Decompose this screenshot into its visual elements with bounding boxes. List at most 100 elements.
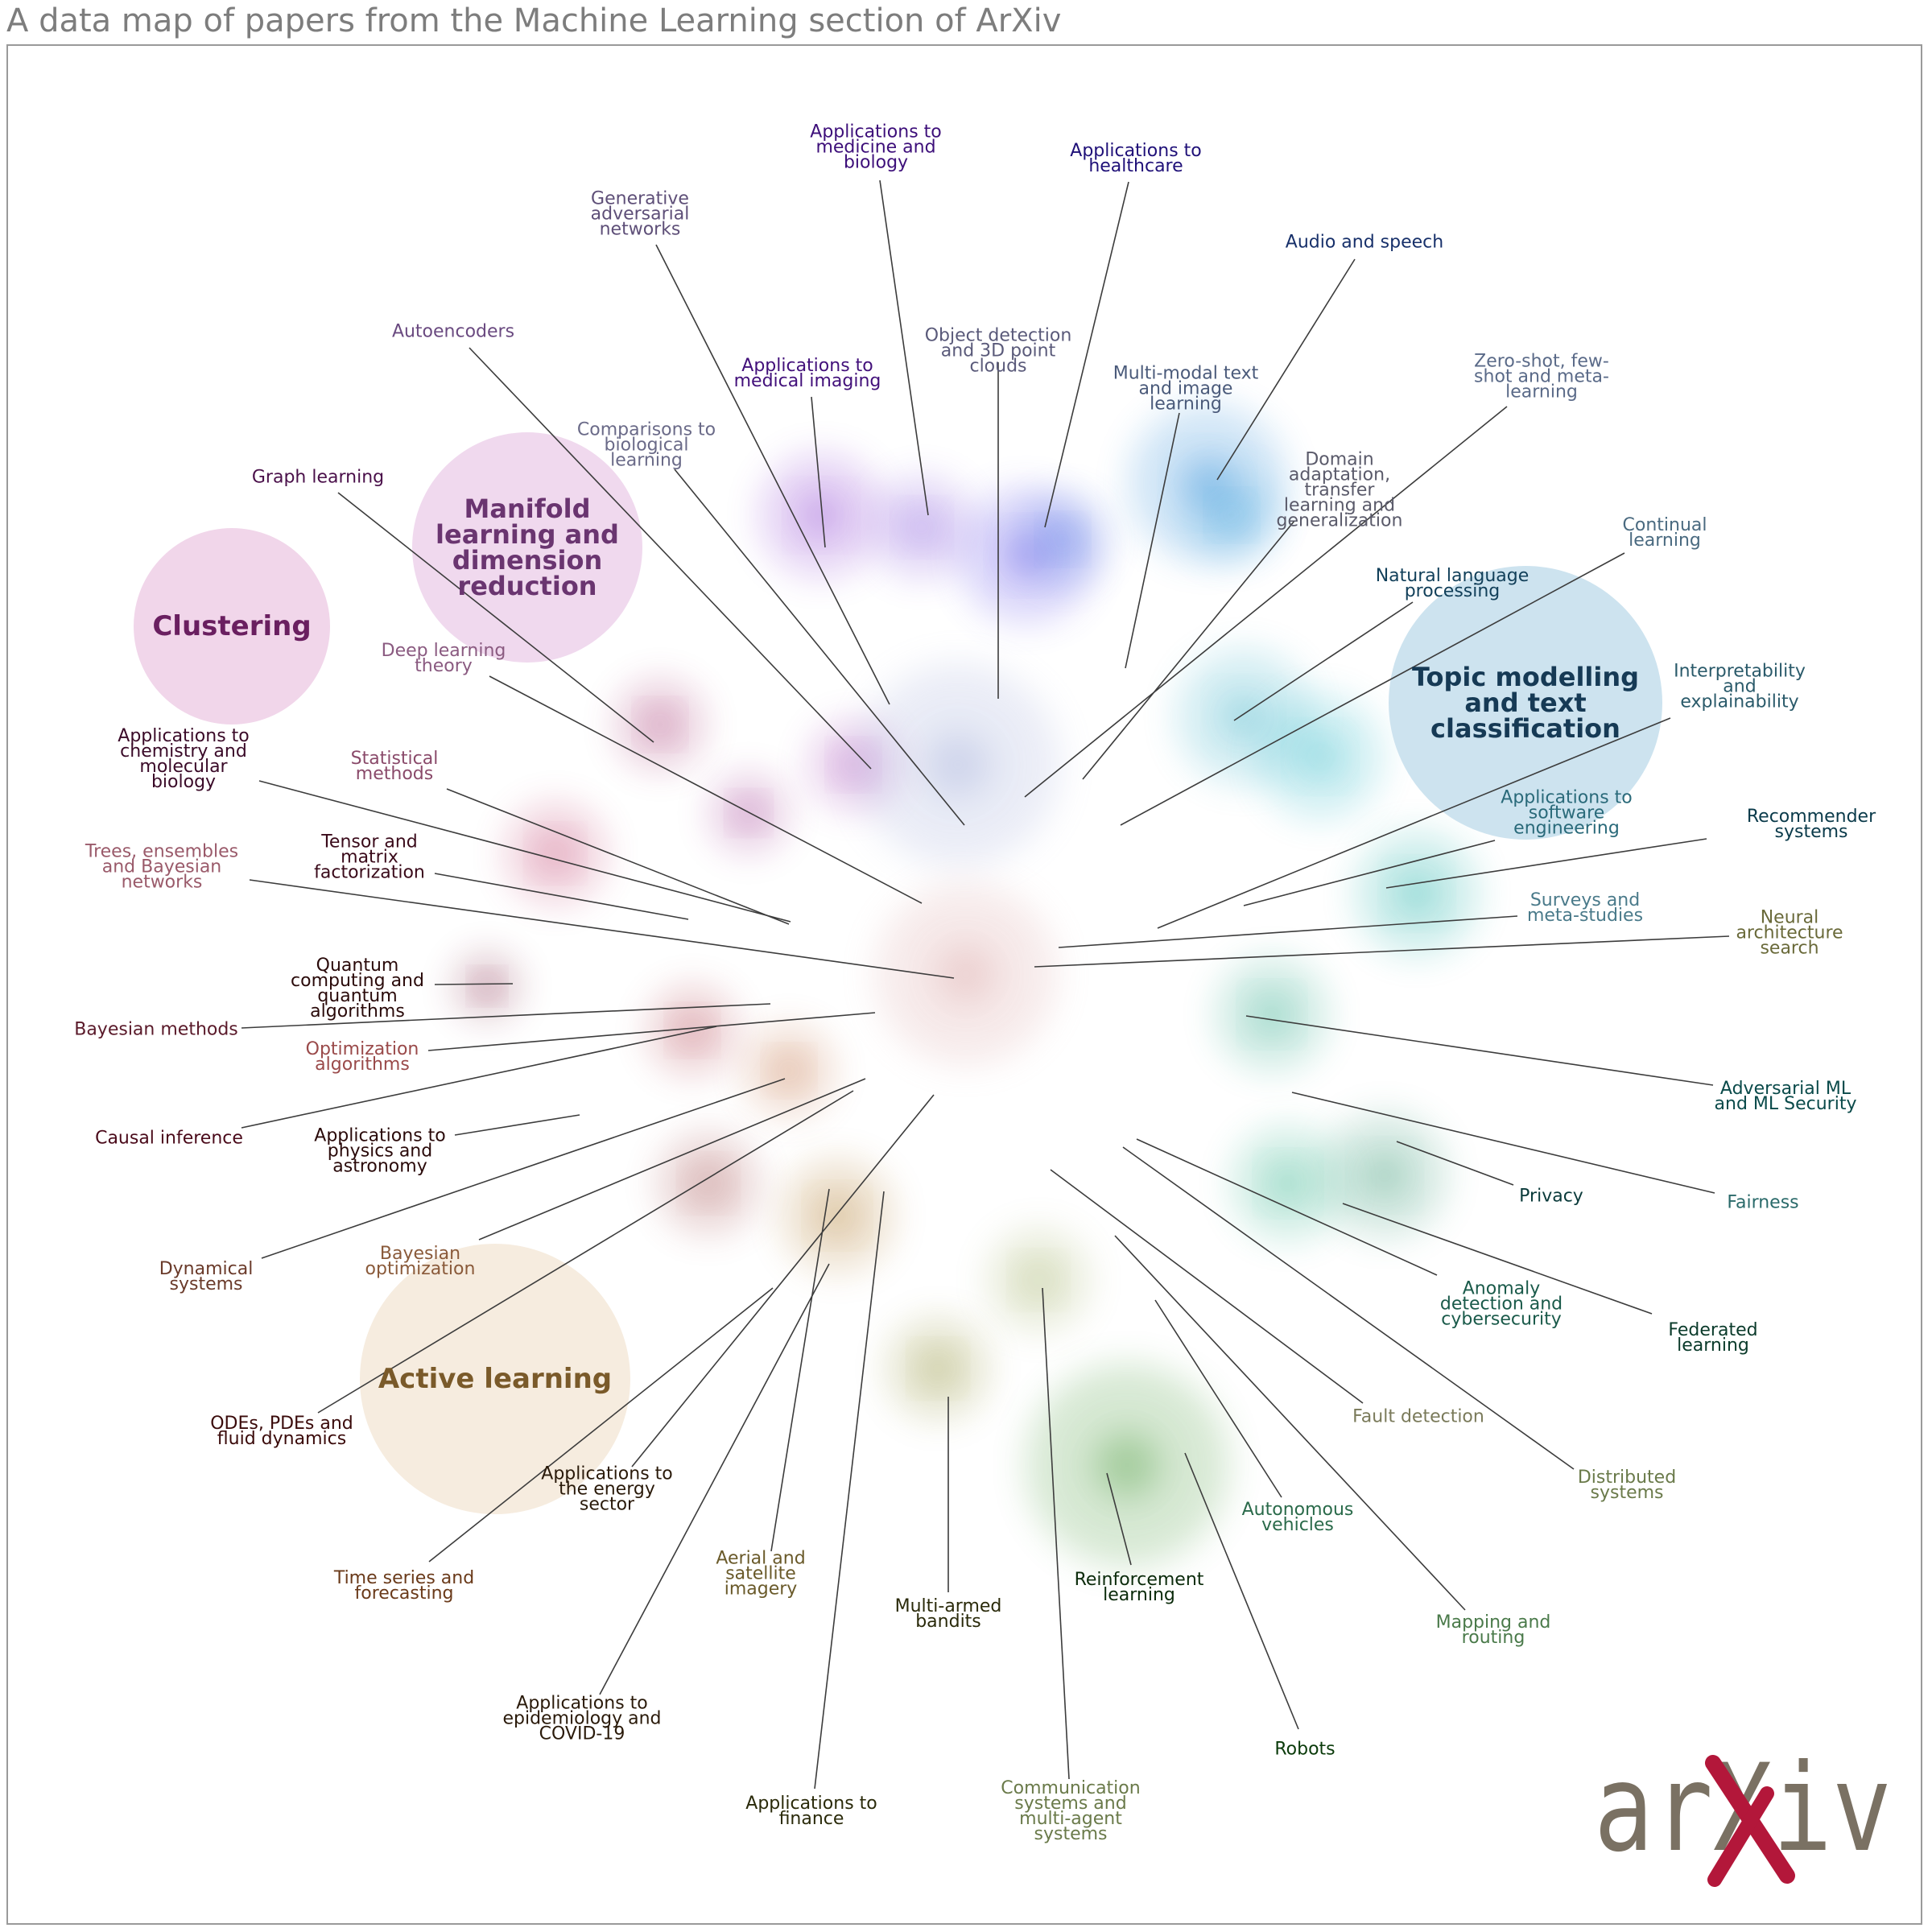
cluster-core [921, 1352, 955, 1385]
cluster-core [1300, 737, 1340, 777]
leader-line [1125, 412, 1180, 669]
leader-line [1024, 406, 1508, 798]
cluster-core [1217, 501, 1246, 530]
cluster-label: Statistical methods [350, 749, 439, 784]
cluster-label: Applications to healthcare [1070, 141, 1202, 176]
cluster-label: Autoencoders [391, 321, 515, 342]
leader-line [655, 244, 890, 705]
cluster-label: Fairness [1727, 1192, 1799, 1213]
cluster-label: Tensor and matrix factorization [314, 832, 425, 883]
cluster-label: Applications to physics and astronomy [314, 1125, 446, 1177]
cluster-core [1094, 1432, 1160, 1498]
cluster-core [925, 732, 991, 798]
cluster-label: Deep learning theory [381, 641, 506, 676]
leader-line [1136, 1138, 1438, 1276]
page-title: A data map of papers from the Machine Le… [6, 2, 1062, 39]
cluster-core [937, 945, 995, 1003]
leader-line [428, 1287, 774, 1563]
cluster-label: Continual learning [1622, 515, 1707, 551]
leader-line [1050, 1169, 1364, 1404]
leader-line [1120, 552, 1625, 826]
highlight-label: Manifold learning and dimension reductio… [436, 493, 619, 601]
cluster-label: Generative adversarial networks [590, 188, 690, 240]
leader-line [1042, 1287, 1070, 1780]
cluster-label: Natural language processing [1375, 566, 1530, 601]
cluster-label: Time series and forecasting [333, 1568, 475, 1604]
cluster-core [1269, 1165, 1307, 1202]
cluster-label: Causal inference [95, 1128, 243, 1149]
cluster-core [691, 1166, 725, 1200]
cluster-label: Communication systems and multi-agent sy… [1001, 1778, 1141, 1844]
leader-line [454, 1114, 580, 1136]
cluster-label: Multi-armed bandits [894, 1596, 1002, 1632]
cluster-core [1048, 525, 1077, 554]
cluster-label: Applications to medical imaging [733, 356, 881, 391]
cluster-core [905, 510, 939, 544]
cluster-label: Applications to the energy sector [541, 1463, 673, 1515]
cluster-label: Domain adaptation, transfer learning and… [1276, 449, 1403, 531]
cluster-label: Trees, ensembles and Bayesian networks [85, 841, 239, 893]
leader-line [1184, 1452, 1299, 1730]
leader-line [434, 983, 514, 985]
cluster-label: Applications to finance [745, 1794, 877, 1829]
leader-line [1044, 181, 1129, 528]
cluster-label: Reinforcement learning [1074, 1570, 1204, 1605]
leader-line [1122, 1146, 1575, 1470]
leader-line [1291, 1092, 1715, 1194]
leader-line [814, 1191, 885, 1790]
cluster-label: Interpretability and explainability [1674, 661, 1806, 712]
cluster-label: Autonomous vehicles [1241, 1500, 1354, 1535]
leader-line [1154, 1299, 1282, 1498]
cluster-core [1022, 1263, 1055, 1297]
leader-line [770, 1188, 830, 1552]
highlight-label: Active learning [378, 1363, 613, 1395]
cluster-label: Bayesian optimization [365, 1244, 476, 1279]
highlight-label: Clustering [152, 610, 312, 642]
cluster-core [736, 800, 762, 826]
cluster-label: Multi-modal text and image learning [1113, 363, 1259, 415]
leader-line [1385, 838, 1707, 889]
leader-line [631, 1094, 935, 1468]
cluster-core [678, 1016, 707, 1045]
highlight-label: Topic modelling and text classification [1411, 662, 1640, 744]
cluster-label: Optimization algorithms [305, 1039, 419, 1075]
highlight-circle [1389, 566, 1662, 840]
leader-line [1245, 1015, 1714, 1086]
highlight-circle [412, 432, 642, 663]
leader-line [337, 492, 654, 743]
map-frame [6, 44, 1922, 1925]
leader-line [599, 1263, 830, 1695]
leader-line [434, 873, 689, 920]
cluster-core [801, 495, 841, 535]
leader-line [249, 879, 955, 979]
cluster-label: Audio and speech [1285, 232, 1444, 253]
cluster-core [774, 1056, 803, 1085]
leader-line [1034, 935, 1730, 968]
cluster-label: Graph learning [251, 467, 385, 488]
cluster-label: Applications to medicine and biology [810, 122, 942, 173]
cluster-label: Distributed systems [1577, 1468, 1677, 1503]
leader-line [1106, 1472, 1132, 1566]
leader-line [1233, 601, 1414, 721]
cluster-core [646, 710, 675, 739]
cluster-core [1364, 1155, 1405, 1195]
cluster-label: ODEs, PDEs and fluid dynamics [210, 1414, 353, 1449]
cluster-label: Surveys and meta-studies [1526, 890, 1644, 926]
cluster-label: Federated learning [1668, 1320, 1758, 1356]
leader-line [1157, 717, 1671, 929]
cluster-core [476, 975, 498, 997]
cluster-label: Dynamical systems [159, 1259, 254, 1294]
cluster-label: Applications to chemistry and molecular … [118, 726, 250, 792]
cluster-label: Robots [1274, 1739, 1335, 1760]
cluster-label: Object detection and 3D point clouds [924, 325, 1072, 377]
leader-line [427, 1012, 876, 1051]
leader-line [1243, 840, 1496, 906]
leader-line [478, 1078, 866, 1241]
cluster-core [539, 836, 572, 870]
cluster-label: Comparisons to biological learning [576, 419, 716, 471]
leader-line [1114, 1235, 1466, 1611]
leader-line [1058, 915, 1518, 948]
cluster-label: Recommender systems [1746, 807, 1876, 842]
leader-line [489, 675, 923, 904]
